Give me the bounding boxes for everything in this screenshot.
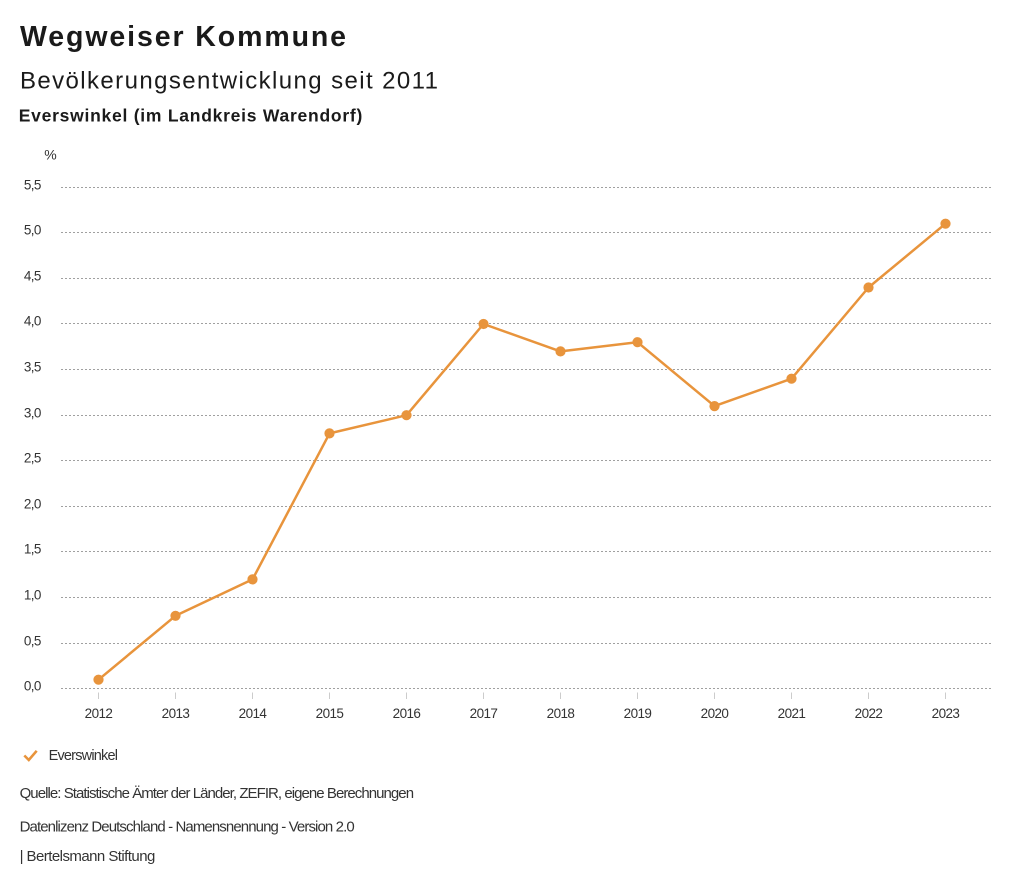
svg-text:5,5: 5,5: [24, 178, 41, 193]
svg-text:1,0: 1,0: [24, 588, 41, 603]
svg-text:1,5: 1,5: [24, 542, 41, 557]
svg-text:2,0: 2,0: [24, 497, 41, 512]
svg-text:5,0: 5,0: [24, 223, 41, 238]
svg-text:0,5: 0,5: [24, 634, 41, 649]
svg-text:0,0: 0,0: [24, 679, 41, 694]
svg-text:2014: 2014: [239, 706, 268, 721]
svg-text:2015: 2015: [316, 706, 344, 721]
svg-text:2013: 2013: [162, 706, 190, 721]
svg-text:Everswinkel (im Landkreis Ware: Everswinkel (im Landkreis Warendorf): [19, 105, 363, 125]
svg-text:2018: 2018: [547, 706, 575, 721]
svg-text:Datenlizenz Deutschland - Name: Datenlizenz Deutschland - Namensnennung …: [20, 819, 355, 836]
svg-text:%: %: [44, 146, 56, 162]
svg-text:2,5: 2,5: [24, 451, 41, 466]
svg-text:2020: 2020: [701, 706, 729, 721]
svg-text:3,0: 3,0: [24, 406, 41, 421]
svg-text:3,5: 3,5: [24, 360, 41, 375]
svg-text:2016: 2016: [393, 706, 421, 721]
svg-text:2012: 2012: [85, 706, 113, 721]
svg-text:2021: 2021: [778, 706, 806, 721]
svg-text:Everswinkel: Everswinkel: [49, 748, 118, 764]
svg-text:2022: 2022: [855, 706, 883, 721]
svg-text:2023: 2023: [932, 706, 960, 721]
svg-text:2017: 2017: [470, 706, 498, 721]
svg-text:Quelle: Statistische Ämter der: Quelle: Statistische Ämter der Länder, Z…: [20, 785, 414, 802]
svg-text:Bevölkerungsentwicklung seit 2: Bevölkerungsentwicklung seit 2011: [20, 68, 439, 95]
svg-text:| Bertelsmann Stiftung: | Bertelsmann Stiftung: [20, 848, 155, 865]
svg-text:Wegweiser Kommune: Wegweiser Kommune: [20, 21, 348, 53]
svg-text:2019: 2019: [624, 706, 652, 721]
svg-text:4,5: 4,5: [24, 269, 41, 284]
svg-text:4,0: 4,0: [24, 314, 41, 329]
